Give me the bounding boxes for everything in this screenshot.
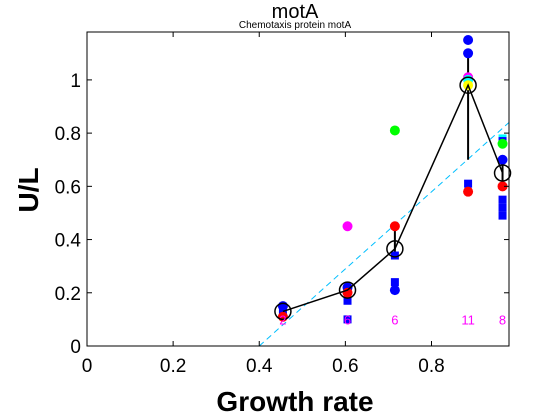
mean-marker-1 xyxy=(338,281,357,299)
circle-marker-5 xyxy=(389,221,400,232)
chart-title: motA xyxy=(272,1,319,23)
circle-marker-13 xyxy=(463,186,474,197)
square-marker-8 xyxy=(498,195,507,204)
circle-marker-9 xyxy=(463,48,474,59)
count-label-3: 11 xyxy=(461,312,475,327)
circle-marker-8 xyxy=(463,34,474,45)
x-tick-label-2: 0.4 xyxy=(246,356,273,377)
y-tick-label-4: 0.8 xyxy=(55,124,81,145)
fit-line xyxy=(258,122,510,347)
x-tick-label-3: 0.6 xyxy=(332,356,358,377)
y-axis-title: U/L xyxy=(13,167,44,212)
chart-subtitle: Chemotaxis protein motA xyxy=(239,20,352,31)
x-tick-label-1: 0.2 xyxy=(160,356,186,377)
square-marker-9 xyxy=(498,203,507,212)
circle-marker-16 xyxy=(497,181,508,192)
circle-marker-4 xyxy=(342,221,353,232)
mean-marker-0 xyxy=(274,302,292,321)
mean-line xyxy=(282,83,504,313)
square-marker-10 xyxy=(498,211,507,220)
x-tick-label-0: 0 xyxy=(82,356,93,377)
count-label-0: 2 xyxy=(279,312,286,327)
y-tick-label-0: 0 xyxy=(70,337,81,358)
square-marker-1 xyxy=(343,296,352,305)
square-marker-4 xyxy=(390,251,399,260)
count-label-2: 6 xyxy=(391,312,398,327)
square-marker-5 xyxy=(464,179,473,188)
count-label-1: 6 xyxy=(344,312,351,327)
mean-marker-3 xyxy=(459,76,477,94)
mean-marker-2 xyxy=(386,240,404,258)
x-tick-label-4: 0.8 xyxy=(418,356,444,377)
y-tick-label-3: 0.6 xyxy=(55,177,81,198)
x-axis-title: Growth rate xyxy=(216,386,373,417)
circle-marker-6 xyxy=(389,125,400,136)
plot-frame xyxy=(86,31,510,347)
mean-marker-4 xyxy=(493,164,512,182)
circle-marker-7 xyxy=(389,285,400,296)
y-tick-label-5: 1 xyxy=(70,71,81,92)
circle-marker-14 xyxy=(497,138,508,149)
square-marker-2 xyxy=(343,315,352,324)
y-tick-label-1: 0.2 xyxy=(55,284,81,305)
circle-marker-15 xyxy=(497,154,508,165)
count-label-4: 8 xyxy=(499,312,506,327)
y-tick-label-2: 0.4 xyxy=(55,231,82,252)
square-marker-3 xyxy=(390,278,399,287)
